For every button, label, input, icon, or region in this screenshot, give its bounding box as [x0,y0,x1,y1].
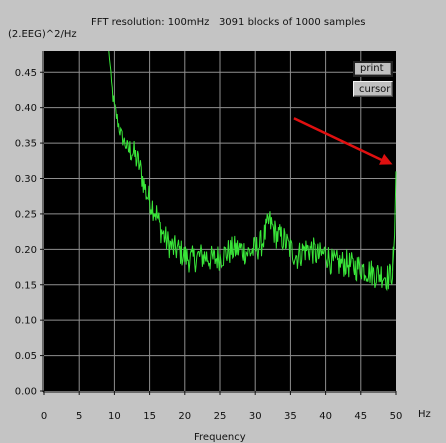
arrow-head [379,153,393,165]
x-tick-label: 50 [390,411,403,422]
x-unit-label: Hz [418,409,431,420]
print-button[interactable]: print [353,61,393,77]
y-tick-label: 0.20 [15,245,37,256]
spectrum-trace [108,50,397,292]
x-axis-label: Frequency [194,432,246,443]
x-tick-label: 15 [143,411,156,422]
y-tick-label: 0.40 [15,103,37,114]
x-tick-label: 10 [108,411,121,422]
y-tick-label: 0.10 [15,316,37,327]
y-tick-label: 0.25 [15,209,37,220]
x-tick-label: 35 [284,411,297,422]
y-tick-label: 0.35 [15,139,37,150]
y-tick-label: 0.30 [15,174,37,185]
cursor-button[interactable]: cursor [353,81,393,97]
axes [40,51,397,395]
x-tick-label: 40 [319,411,332,422]
y-axis-label: (2.EEG)^2/Hz [8,29,77,40]
grid-lines [44,51,396,391]
x-tick-label: 25 [214,411,227,422]
y-tick-labels: 0.00 0.05 0.10 0.15 0.20 0.25 0.30 0.35 0.40 0.45 [15,68,37,398]
y-tick-label: 0.05 [15,351,37,362]
y-tick-label: 0.15 [15,280,37,291]
x-tick-label: 5 [76,411,82,422]
y-tick-label: 0.45 [15,68,37,79]
x-tick-label: 20 [178,411,191,422]
arrow-shaft [293,117,386,163]
x-tick-labels: 0 5 10 15 20 25 30 35 40 45 50 [41,411,403,422]
x-tick-label: 30 [249,411,262,422]
fft-resolution-header: FFT resolution: 100mHz 3091 blocks of 10… [91,17,366,28]
x-tick-label: 0 [41,411,47,422]
x-tick-label: 45 [354,411,367,422]
y-tick-label: 0.00 [15,387,37,398]
red-arrow-annotation [293,117,393,165]
